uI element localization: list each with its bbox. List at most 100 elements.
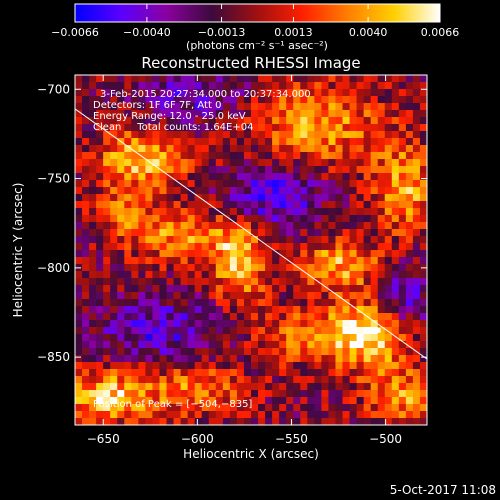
heatmap-cell — [286, 173, 294, 181]
heatmap-cell — [201, 180, 210, 188]
heatmap-cell — [335, 285, 343, 293]
heatmap-cell — [187, 327, 196, 335]
heatmap-cell — [187, 341, 196, 349]
colorbar-tick-label: −0.0040 — [123, 26, 171, 39]
heatmap-cell — [258, 131, 266, 139]
heatmap-cell — [75, 292, 83, 300]
heatmap-cell — [300, 411, 308, 419]
heatmap-cell — [293, 187, 301, 195]
heatmap-cell — [272, 341, 280, 349]
heatmap-cell — [377, 229, 386, 237]
heatmap-cell — [349, 369, 357, 377]
heatmap-cell — [236, 89, 245, 97]
heatmap-cell — [222, 96, 231, 104]
heatmap-cell — [321, 376, 329, 384]
heatmap-cell — [96, 201, 104, 209]
heatmap-cell — [356, 138, 365, 146]
heatmap-cell — [89, 145, 97, 153]
heatmap-cell — [208, 285, 217, 293]
heatmap-cell — [215, 397, 224, 405]
heatmap-cell — [180, 404, 189, 412]
heatmap-cell — [356, 89, 365, 97]
heatmap-cell — [194, 117, 203, 125]
heatmap-cell — [342, 103, 350, 111]
heatmap-cell — [265, 103, 273, 111]
heatmap-cell — [194, 201, 203, 209]
heatmap-cell — [272, 355, 280, 363]
heatmap-cell — [293, 411, 301, 419]
heatmap-cell — [419, 229, 427, 237]
heatmap-cell — [398, 306, 407, 314]
heatmap-cell — [349, 376, 357, 384]
heatmap-cell — [215, 348, 224, 356]
heatmap-cell — [279, 82, 287, 90]
heatmap-cell — [110, 299, 118, 307]
heatmap-cell — [110, 243, 118, 251]
heatmap-cell — [89, 341, 97, 349]
heatmap-cell — [145, 320, 153, 328]
heatmap-cell — [208, 187, 217, 195]
heatmap-cell — [286, 166, 294, 174]
heatmap-cell — [384, 229, 393, 237]
heatmap-cell — [293, 369, 301, 377]
heatmap-cell — [152, 236, 160, 244]
heatmap-cell — [370, 180, 379, 188]
heatmap-cell — [243, 257, 252, 265]
heatmap-cell — [215, 124, 224, 132]
heatmap-cell — [335, 334, 343, 342]
heatmap-cell — [159, 138, 167, 146]
heatmap-cell — [419, 250, 427, 258]
heatmap-cell — [152, 152, 160, 160]
heatmap-cell — [349, 75, 357, 83]
heatmap-cell — [349, 397, 357, 405]
heatmap-cell — [391, 397, 400, 405]
heatmap-cell — [82, 229, 90, 237]
heatmap-cell — [412, 264, 421, 272]
heatmap-cell — [82, 278, 90, 286]
heatmap-cell — [180, 383, 189, 391]
heatmap-cell — [159, 292, 167, 300]
heatmap-cell — [321, 173, 329, 181]
heatmap-cell — [208, 292, 217, 300]
heatmap-cell — [208, 390, 217, 398]
heatmap-cell — [236, 75, 245, 83]
heatmap-cell — [201, 341, 210, 349]
heatmap-cell — [307, 194, 315, 202]
heatmap-cell — [187, 348, 196, 356]
heatmap-cell — [243, 383, 252, 391]
heatmap-cell — [138, 103, 146, 111]
heatmap-cell — [356, 397, 365, 405]
heatmap-cell — [229, 257, 238, 265]
heatmap-cell — [335, 75, 343, 83]
heatmap-cell — [391, 285, 400, 293]
heatmap-cell — [75, 362, 83, 370]
heatmap-cell — [314, 327, 322, 335]
heatmap-cell — [222, 187, 231, 195]
heatmap-cell — [152, 257, 160, 265]
heatmap-cell — [187, 222, 196, 230]
heatmap-cell — [293, 348, 301, 356]
heatmap-cell — [152, 383, 160, 391]
heatmap-cell — [215, 103, 224, 111]
heatmap-cell — [314, 243, 322, 251]
heatmap-cell — [258, 327, 266, 335]
heatmap-cell — [251, 229, 259, 237]
heatmap-cell — [391, 327, 400, 335]
heatmap-cell — [222, 306, 231, 314]
heatmap-cell — [300, 355, 308, 363]
heatmap-cell — [356, 285, 365, 293]
heatmap-cell — [131, 173, 139, 181]
heatmap-cell — [131, 215, 139, 223]
heatmap-cell — [258, 278, 266, 286]
heatmap-cell — [286, 103, 294, 111]
heatmap-cell — [159, 215, 167, 223]
heatmap-cell — [286, 313, 294, 321]
heatmap-cell — [173, 285, 181, 293]
heatmap-cell — [124, 376, 132, 384]
heatmap-cell — [173, 208, 181, 216]
heatmap-cell — [75, 138, 83, 146]
heatmap-cell — [391, 264, 400, 272]
heatmap-cell — [222, 152, 231, 160]
heatmap-cell — [363, 285, 372, 293]
heatmap-cell — [384, 82, 393, 90]
